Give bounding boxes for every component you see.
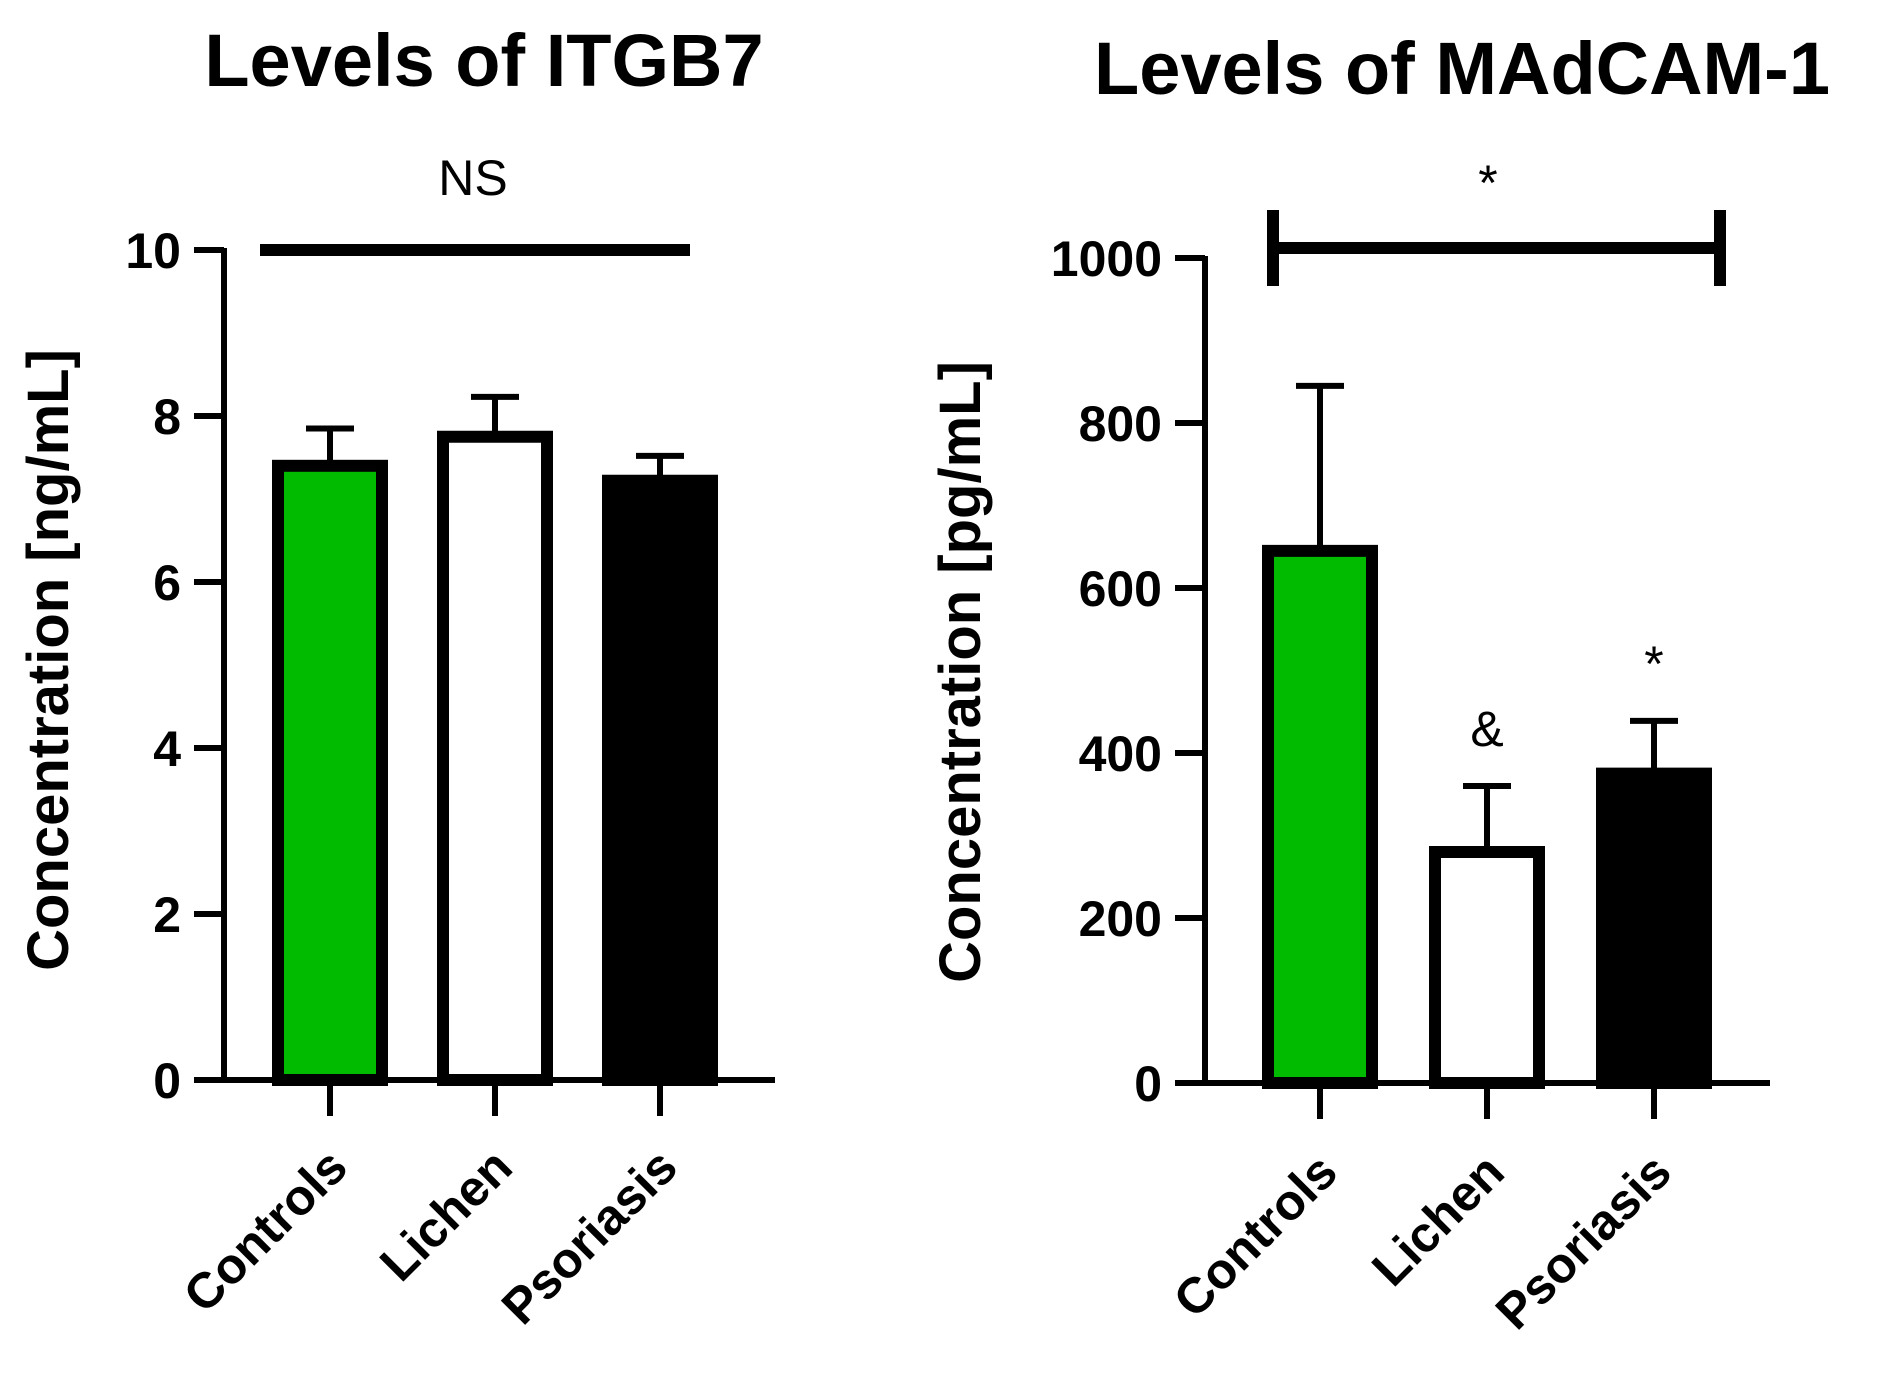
y-tick-label-itgb7-4: 8 [153,389,181,445]
x-tick-label-itgb7-0: Controls [173,1138,358,1323]
x-tick-label-madcam1-0: Controls [1163,1143,1348,1328]
significance-label-madcam1: * [1478,155,1497,211]
plot-madcam1: & * 0 200 400 600 800 1000 Controls LichenPsorias… [1051,210,1770,1340]
bar-itgb7-2 [602,474,718,1086]
y-tick-label-itgb7-5: 10 [125,223,181,279]
y-axis-label-itgb7: Concentration [ng/mL] [16,349,81,971]
y-tick-label-madcam1-3: 600 [1079,561,1162,617]
bar-itgb7-1 [437,430,553,1086]
bar-itgb7-0 [272,459,388,1086]
chart-title-madcam1: Levels of MAdCAM-1 [1094,27,1830,110]
bar-annotation-madcam1-2: * [1644,636,1663,692]
x-tick-label-madcam1-1: Lichen [1361,1143,1515,1297]
y-tick-label-madcam1-0: 0 [1134,1056,1162,1112]
chart-title-itgb7: Levels of ITGB7 [204,19,763,102]
bar-madcam1-0 [1262,544,1378,1089]
y-tick-label-madcam1-4: 800 [1079,396,1162,452]
y-tick-label-madcam1-2: 400 [1079,726,1162,782]
significance-label-itgb7: NS [438,150,507,206]
y-tick-label-itgb7-1: 2 [153,887,181,943]
bar-madcam1-2 [1596,767,1712,1089]
y-tick-label-madcam1-5: 1000 [1051,231,1162,287]
y-tick-label-itgb7-0: 0 [153,1053,181,1109]
bar-annotation-madcam1-1: & [1470,701,1503,757]
x-tick-label-itgb7-2: Psoriasis [491,1138,688,1335]
x-tick-label-itgb7-1: Lichen [369,1138,523,1292]
y-tick-label-itgb7-2: 4 [153,721,181,777]
y-tick-label-madcam1-1: 200 [1079,891,1162,947]
bar-madcam1-1 [1429,846,1545,1089]
y-axis-label-madcam1: Concentration [pg/mL] [928,361,993,983]
y-tick-label-itgb7-3: 6 [153,555,181,611]
x-tick-label-madcam1-2: Psoriasis [1485,1143,1682,1340]
